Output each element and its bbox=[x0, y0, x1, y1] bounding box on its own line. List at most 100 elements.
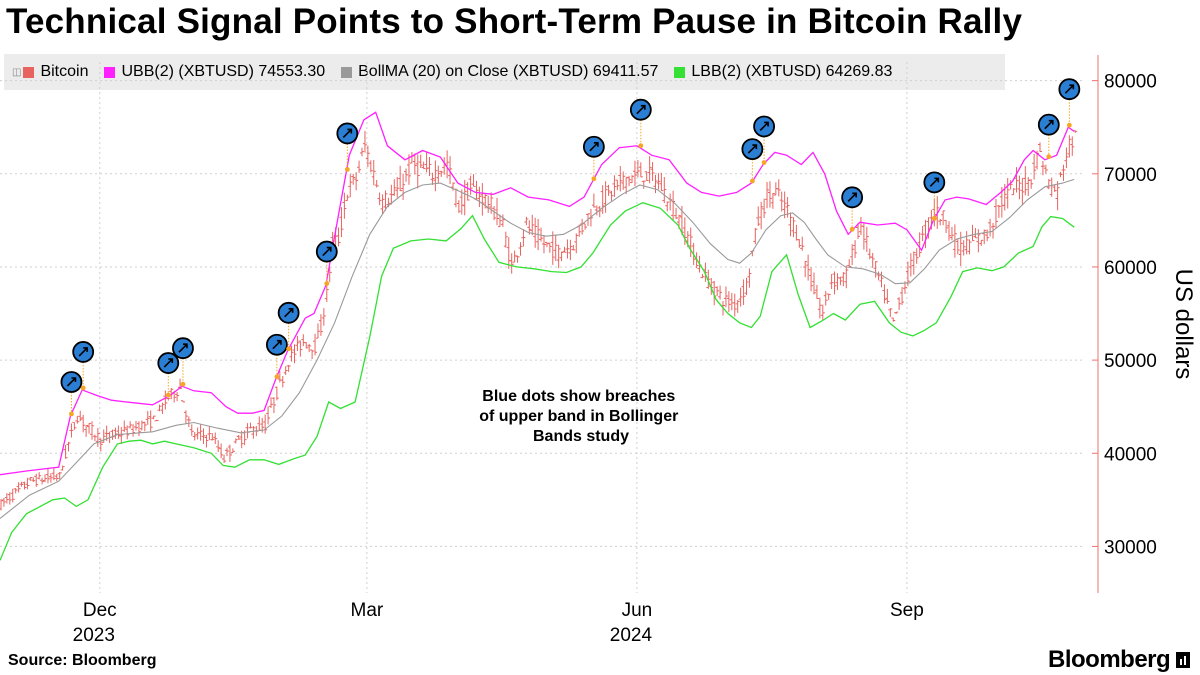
price-bar bbox=[406, 154, 411, 185]
legend-entry-bollma: BollMA (20) on Close (XBTUSD) 69411.57 bbox=[341, 63, 658, 81]
price-bar bbox=[84, 424, 89, 437]
price-bar bbox=[908, 253, 913, 277]
price-bar bbox=[647, 156, 652, 184]
y-tick-label: 80000 bbox=[1104, 72, 1157, 93]
price-bar bbox=[116, 425, 121, 439]
arrow-up-right-icon bbox=[322, 246, 332, 257]
price-bar bbox=[283, 366, 288, 375]
price-bar bbox=[453, 188, 458, 208]
price-bar bbox=[415, 154, 420, 189]
chart-legend: ◫ Bitcoin UBB(2) (XBTUSD) 74553.30 BollM… bbox=[4, 54, 1005, 90]
legend-swatch-lbb bbox=[674, 66, 686, 78]
breach-dot bbox=[324, 281, 330, 286]
price-bar bbox=[113, 427, 118, 439]
moving-average-line bbox=[0, 178, 1075, 519]
price-bar bbox=[286, 365, 291, 372]
price-bar bbox=[119, 427, 124, 444]
price-bar bbox=[465, 182, 470, 201]
price-bar bbox=[450, 182, 455, 191]
price-bar bbox=[16, 482, 21, 493]
price-bar bbox=[348, 174, 353, 198]
price-bar bbox=[603, 181, 608, 213]
price-bar bbox=[791, 217, 796, 238]
price-bar bbox=[365, 145, 370, 168]
price-bar bbox=[533, 217, 538, 248]
price-bar bbox=[421, 161, 426, 170]
price-bar bbox=[368, 160, 373, 173]
price-bar bbox=[43, 474, 48, 483]
price-bar bbox=[726, 291, 731, 313]
price-bar bbox=[383, 190, 388, 211]
price-bar bbox=[439, 170, 444, 177]
legend-label-ubb: UBB(2) (XBTUSD) 74553.30 bbox=[121, 63, 326, 80]
arrow-up-right-icon bbox=[272, 339, 282, 350]
arrow-up-right-icon bbox=[342, 128, 353, 139]
price-bar bbox=[635, 160, 640, 178]
price-bar bbox=[897, 297, 902, 310]
price-bar bbox=[424, 151, 429, 173]
legend-swatch-bollma bbox=[341, 66, 353, 78]
price-bar bbox=[1046, 179, 1051, 190]
legend-entry-bitcoin: ◫ Bitcoin bbox=[12, 63, 88, 81]
price-bar bbox=[920, 226, 925, 242]
price-bar bbox=[10, 488, 15, 503]
price-bar bbox=[230, 448, 235, 454]
upper-band-line bbox=[0, 111, 1075, 476]
price-bar bbox=[700, 274, 705, 279]
price-bar bbox=[735, 299, 740, 313]
price-bar bbox=[941, 210, 946, 226]
price-bar bbox=[357, 160, 362, 173]
price-bar bbox=[832, 271, 837, 295]
price-bar bbox=[134, 420, 139, 431]
price-bar bbox=[911, 251, 916, 275]
breach-dot bbox=[1066, 122, 1072, 128]
price-bar bbox=[66, 441, 71, 452]
price-bar bbox=[541, 234, 546, 254]
price-bar bbox=[251, 425, 256, 439]
price-bar bbox=[125, 425, 130, 440]
breach-marker bbox=[172, 337, 194, 387]
price-bar bbox=[377, 192, 382, 206]
price-bar bbox=[354, 172, 359, 191]
price-bar bbox=[374, 179, 379, 188]
breach-dot bbox=[344, 167, 350, 172]
price-bar bbox=[412, 153, 417, 175]
price-bar bbox=[741, 279, 746, 305]
price-bar bbox=[31, 477, 36, 482]
price-bar bbox=[398, 165, 403, 192]
price-bar bbox=[882, 284, 887, 304]
price-bar bbox=[418, 154, 423, 169]
breach-dot bbox=[80, 385, 86, 391]
price-bar bbox=[665, 201, 670, 212]
price-bar bbox=[847, 259, 852, 268]
chart-title: Technical Signal Points to Short-Term Pa… bbox=[6, 2, 1023, 41]
price-bar bbox=[982, 229, 987, 245]
price-bar bbox=[618, 166, 623, 192]
price-bar bbox=[723, 286, 728, 308]
price-bar bbox=[219, 443, 224, 459]
price-bar bbox=[310, 349, 315, 360]
price-bar bbox=[653, 174, 658, 194]
x-tick-label: Jun bbox=[622, 600, 653, 621]
breach-marker bbox=[582, 135, 605, 182]
price-bar bbox=[492, 206, 497, 221]
price-bar bbox=[674, 207, 679, 220]
price-bar bbox=[248, 422, 253, 429]
price-bar bbox=[198, 424, 203, 441]
lower-band-line bbox=[0, 202, 1075, 561]
price-bar bbox=[271, 397, 276, 414]
breach-dot bbox=[274, 374, 280, 380]
price-bar bbox=[45, 468, 50, 484]
arrow-up-right-icon bbox=[929, 177, 940, 187]
price-bar bbox=[436, 165, 441, 184]
price-bar bbox=[448, 156, 453, 185]
price-bar bbox=[186, 416, 191, 427]
breach-dot bbox=[638, 143, 644, 149]
price-bar bbox=[606, 184, 611, 196]
price-bar bbox=[776, 179, 781, 197]
price-bar bbox=[782, 191, 787, 219]
legend-label-bitcoin: Bitcoin bbox=[40, 63, 89, 80]
price-bar bbox=[823, 290, 828, 306]
price-bar bbox=[870, 252, 875, 268]
candle-icon: ◫ bbox=[12, 66, 22, 78]
